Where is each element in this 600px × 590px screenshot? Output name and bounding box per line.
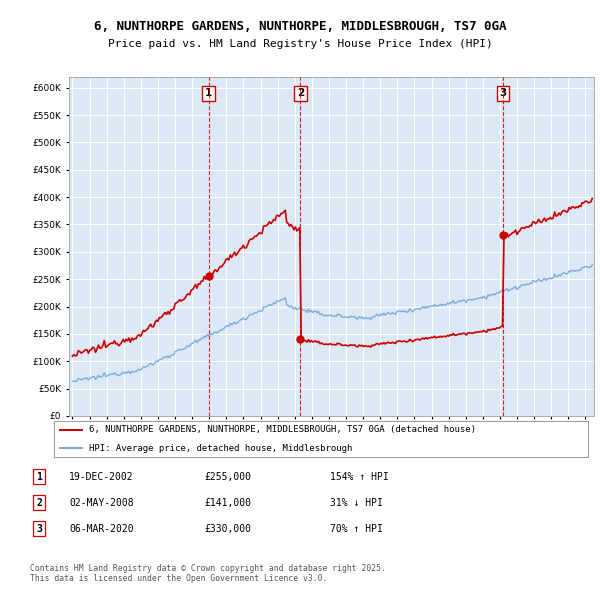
Text: 02-MAY-2008: 02-MAY-2008 — [69, 498, 134, 507]
Text: 06-MAR-2020: 06-MAR-2020 — [69, 524, 134, 533]
Text: 1: 1 — [205, 88, 212, 98]
Text: £330,000: £330,000 — [204, 524, 251, 533]
Text: 70% ↑ HPI: 70% ↑ HPI — [330, 524, 383, 533]
Text: 3: 3 — [499, 88, 506, 98]
Text: 3: 3 — [36, 524, 42, 533]
Text: HPI: Average price, detached house, Middlesbrough: HPI: Average price, detached house, Midd… — [89, 444, 352, 453]
Text: 1: 1 — [36, 472, 42, 481]
Text: 6, NUNTHORPE GARDENS, NUNTHORPE, MIDDLESBROUGH, TS7 0GA (detached house): 6, NUNTHORPE GARDENS, NUNTHORPE, MIDDLES… — [89, 425, 476, 434]
Text: Price paid vs. HM Land Registry's House Price Index (HPI): Price paid vs. HM Land Registry's House … — [107, 40, 493, 49]
Text: 2: 2 — [36, 498, 42, 507]
Text: 2: 2 — [297, 88, 304, 98]
Text: 154% ↑ HPI: 154% ↑ HPI — [330, 472, 389, 481]
Text: 6, NUNTHORPE GARDENS, NUNTHORPE, MIDDLESBROUGH, TS7 0GA: 6, NUNTHORPE GARDENS, NUNTHORPE, MIDDLES… — [94, 20, 506, 33]
Text: 31% ↓ HPI: 31% ↓ HPI — [330, 498, 383, 507]
Text: £141,000: £141,000 — [204, 498, 251, 507]
Text: £255,000: £255,000 — [204, 472, 251, 481]
Text: Contains HM Land Registry data © Crown copyright and database right 2025.
This d: Contains HM Land Registry data © Crown c… — [30, 563, 386, 583]
Text: 19-DEC-2002: 19-DEC-2002 — [69, 472, 134, 481]
